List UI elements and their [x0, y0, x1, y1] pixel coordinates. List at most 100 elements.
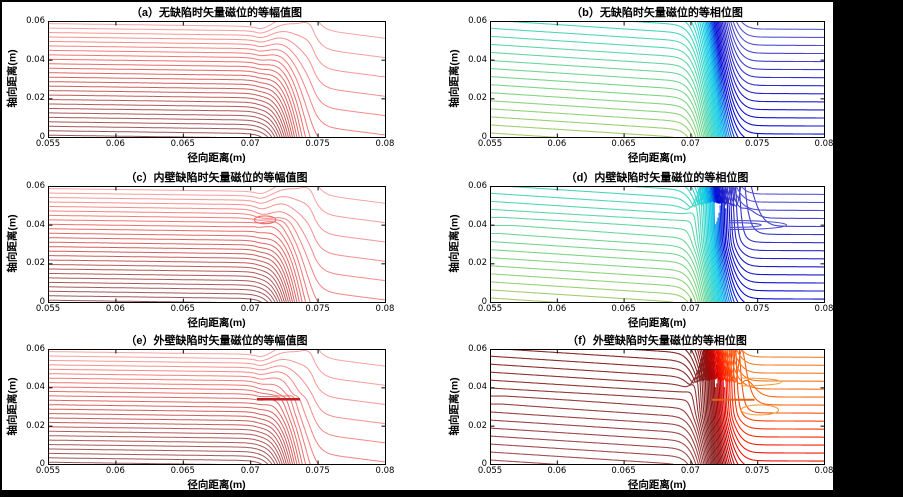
defect-loop — [740, 404, 780, 416]
y-tick-label: 0 — [481, 132, 487, 142]
x-tick-label: 0.07 — [680, 304, 700, 314]
axes-frame — [48, 186, 386, 303]
y-tick-label: 0 — [39, 132, 45, 142]
contour-lines — [491, 22, 824, 137]
panel-title-f: （f）外壁缺陷时矢量磁位的等相位图 — [567, 335, 747, 347]
x-tick-label: 0.06 — [547, 466, 567, 476]
defect-tongue — [730, 220, 787, 231]
y-tick-label: 0.04 — [468, 382, 487, 393]
x-tick-label: 0.08 — [375, 466, 395, 476]
letterbox-right — [833, 0, 903, 497]
y-tick-label: 0.02 — [468, 420, 487, 431]
defect-tongue — [730, 222, 762, 228]
y-tick-label: 0.04 — [26, 54, 45, 65]
x-tick-label: 0.06 — [105, 466, 125, 476]
contour-plot-a — [48, 21, 386, 138]
x-tick-label: 0.075 — [745, 466, 770, 476]
axes-frame — [490, 349, 825, 465]
y-tick-label: 0.02 — [468, 93, 487, 104]
x-tick-label: 0.06 — [547, 139, 567, 149]
contour-plot-d — [490, 186, 825, 303]
y-tick-label: 0.02 — [26, 420, 45, 431]
defect-tongue — [741, 377, 782, 387]
x-tick-label: 0.07 — [240, 139, 260, 149]
letterbox-top — [0, 0, 903, 2]
contour-plot-b — [490, 21, 825, 138]
x-tick-label: 0.075 — [745, 304, 770, 314]
contour-lines — [491, 350, 824, 464]
x-tick-label: 0.055 — [35, 466, 61, 476]
contour-lines — [49, 187, 385, 302]
panel-title-b: （b）无缺陷时矢量磁位的等相位图 — [571, 7, 743, 19]
y-tick-label: 0.06 — [26, 181, 45, 191]
x-tick-label: 0.07 — [240, 304, 260, 314]
axes-frame — [490, 186, 825, 303]
x-axis-label-b: 径向距离(m) — [627, 152, 687, 164]
y-tick-label: 0.06 — [26, 344, 45, 354]
y-tick-label: 0.04 — [468, 219, 487, 230]
y-axis-label-e: 轴向距离(m) — [6, 376, 19, 436]
panel-title-a: （a）无缺陷时矢量磁位的等幅值图 — [130, 7, 303, 19]
axes-frame — [48, 349, 386, 465]
x-tick-label: 0.07 — [680, 466, 700, 476]
x-tick-label: 0.06 — [105, 139, 125, 149]
y-axis-label-c: 轴向距离(m) — [6, 214, 19, 273]
x-tick-label: 0.07 — [680, 139, 700, 149]
x-tick-label: 0.08 — [814, 139, 834, 149]
x-axis-label-d: 径向距离(m) — [627, 317, 687, 329]
x-axis-label-c: 径向距离(m) — [187, 317, 246, 329]
y-tick-label: 0.02 — [26, 93, 45, 104]
x-tick-label: 0.055 — [35, 139, 61, 149]
defect-loop — [253, 215, 277, 225]
x-tick-label: 0.075 — [305, 304, 330, 314]
x-tick-label: 0.065 — [611, 466, 636, 476]
panel-title-d: （d）内壁缺陷时矢量磁位的等相位图 — [565, 172, 749, 184]
y-tick-label: 0.02 — [26, 258, 45, 269]
x-tick-label: 0.075 — [745, 139, 770, 149]
y-tick-label: 0.04 — [468, 54, 487, 65]
y-axis-label-f: 轴向距离(m) — [448, 376, 461, 436]
y-tick-label: 0.04 — [26, 382, 45, 393]
x-axis-label-a: 径向距离(m) — [187, 152, 246, 164]
x-axis-label-e: 径向距离(m) — [187, 479, 246, 491]
x-tick-label: 0.065 — [611, 304, 636, 314]
y-axis-label-b: 轴向距离(m) — [448, 49, 461, 108]
contour-plot-f — [490, 349, 825, 465]
x-tick-label: 0.075 — [305, 466, 330, 476]
y-tick-label: 0.02 — [468, 258, 487, 269]
x-tick-label: 0.06 — [105, 304, 125, 314]
x-tick-label: 0.065 — [170, 304, 195, 314]
x-tick-label: 0.065 — [170, 139, 195, 149]
panel-title-c: （c）内壁缺陷时矢量磁位的等幅值图 — [125, 172, 308, 184]
x-tick-label: 0.07 — [240, 466, 260, 476]
panel-title-e: （e）外壁缺陷时矢量磁位的等幅值图 — [125, 335, 308, 347]
x-tick-label: 0.055 — [35, 304, 61, 314]
y-tick-label: 0 — [481, 459, 487, 469]
contour-plot-e — [48, 349, 386, 465]
axes-frame — [490, 21, 825, 138]
y-axis-label-d: 轴向距离(m) — [448, 214, 461, 273]
x-tick-label: 0.075 — [305, 139, 330, 149]
y-tick-label: 0.04 — [26, 219, 45, 230]
y-tick-label: 0 — [39, 297, 45, 307]
letterbox-bottom — [0, 490, 903, 497]
contour-plot-c — [48, 186, 386, 303]
x-axis-label-f: 径向距离(m) — [627, 479, 687, 491]
y-tick-label: 0.06 — [26, 16, 45, 26]
x-tick-label: 0.08 — [375, 304, 395, 314]
y-tick-label: 0.06 — [468, 16, 487, 26]
x-tick-label: 0.08 — [814, 304, 834, 314]
axes-frame — [48, 21, 386, 138]
y-tick-label: 0.06 — [468, 181, 487, 191]
x-tick-label: 0.08 — [814, 466, 834, 476]
y-tick-label: 0.06 — [468, 344, 487, 354]
y-tick-label: 0 — [481, 297, 487, 307]
x-tick-label: 0.08 — [375, 139, 395, 149]
x-tick-label: 0.065 — [170, 466, 195, 476]
contour-lines — [491, 187, 824, 302]
x-tick-label: 0.065 — [611, 139, 636, 149]
letterbox-left — [0, 0, 2, 497]
y-tick-label: 0 — [39, 459, 45, 469]
x-tick-label: 0.055 — [477, 466, 503, 476]
